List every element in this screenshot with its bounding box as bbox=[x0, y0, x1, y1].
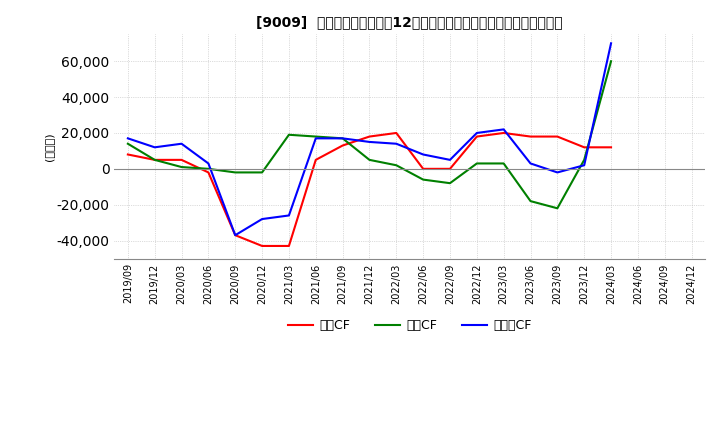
フリーCF bbox=[472, 130, 481, 136]
営業CF bbox=[553, 134, 562, 139]
フリーCF bbox=[392, 141, 400, 147]
投賄CF bbox=[580, 157, 588, 162]
フリーCF bbox=[338, 136, 347, 141]
営業CF bbox=[338, 143, 347, 148]
フリーCF bbox=[446, 157, 454, 162]
投賄CF bbox=[338, 136, 347, 141]
営業CF bbox=[607, 145, 616, 150]
投賄CF bbox=[446, 180, 454, 186]
Line: 営業CF: 営業CF bbox=[128, 133, 611, 246]
投賄CF bbox=[607, 59, 616, 64]
フリーCF bbox=[284, 213, 293, 218]
営業CF bbox=[526, 134, 535, 139]
フリーCF bbox=[150, 145, 159, 150]
投賄CF bbox=[284, 132, 293, 137]
営業CF bbox=[392, 130, 400, 136]
営業CF bbox=[124, 152, 132, 157]
営業CF bbox=[580, 145, 588, 150]
営業CF bbox=[258, 243, 266, 249]
営業CF bbox=[231, 233, 240, 238]
営業CF bbox=[204, 170, 212, 175]
フリーCF bbox=[553, 170, 562, 175]
営業CF bbox=[312, 157, 320, 162]
営業CF bbox=[150, 157, 159, 162]
投賄CF bbox=[392, 163, 400, 168]
Line: 投賄CF: 投賄CF bbox=[128, 61, 611, 208]
フリーCF bbox=[526, 161, 535, 166]
フリーCF bbox=[312, 136, 320, 141]
営業CF bbox=[177, 157, 186, 162]
投賄CF bbox=[150, 157, 159, 162]
フリーCF bbox=[177, 141, 186, 147]
営業CF bbox=[419, 166, 428, 172]
営業CF bbox=[446, 166, 454, 172]
フリーCF bbox=[500, 127, 508, 132]
フリーCF bbox=[419, 152, 428, 157]
フリーCF bbox=[231, 233, 240, 238]
営業CF bbox=[472, 134, 481, 139]
投賄CF bbox=[365, 157, 374, 162]
投賄CF bbox=[500, 161, 508, 166]
フリーCF bbox=[258, 216, 266, 222]
投賄CF bbox=[312, 134, 320, 139]
Y-axis label: (百万円): (百万円) bbox=[44, 132, 54, 161]
営業CF bbox=[500, 130, 508, 136]
営業CF bbox=[365, 134, 374, 139]
投賄CF bbox=[177, 165, 186, 170]
Legend: 営業CF, 投賄CF, フリーCF: 営業CF, 投賄CF, フリーCF bbox=[283, 315, 536, 337]
フリーCF bbox=[365, 139, 374, 145]
投賄CF bbox=[526, 198, 535, 204]
Title: [9009]  キャッシュフローの12か月移動合計の対前年同期増減額の推移: [9009] キャッシュフローの12か月移動合計の対前年同期増減額の推移 bbox=[256, 15, 563, 29]
Line: フリーCF: フリーCF bbox=[128, 43, 611, 235]
フリーCF bbox=[580, 163, 588, 168]
投賄CF bbox=[472, 161, 481, 166]
フリーCF bbox=[204, 161, 212, 166]
投賄CF bbox=[124, 141, 132, 147]
フリーCF bbox=[124, 136, 132, 141]
投賄CF bbox=[419, 177, 428, 182]
フリーCF bbox=[607, 40, 616, 46]
投賄CF bbox=[258, 170, 266, 175]
営業CF bbox=[284, 243, 293, 249]
投賄CF bbox=[204, 166, 212, 172]
投賄CF bbox=[231, 170, 240, 175]
投賄CF bbox=[553, 205, 562, 211]
